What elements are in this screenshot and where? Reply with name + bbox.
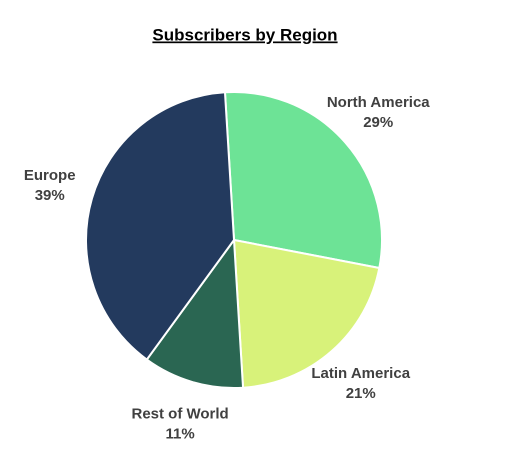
pie-slice xyxy=(85,91,236,361)
chart-title: Subscribers by Region xyxy=(152,25,337,44)
slice-value-label: 29% xyxy=(363,114,393,131)
slice-label: North America xyxy=(327,94,430,111)
slice-label: Latin America xyxy=(311,365,410,382)
pie-slice xyxy=(232,238,381,389)
slice-label: Europe xyxy=(24,167,76,184)
pie-slice xyxy=(145,237,245,389)
slice-value-label: 39% xyxy=(35,187,65,204)
pie-slice xyxy=(223,91,383,270)
slice-label: Rest of World xyxy=(131,405,228,422)
slice-value-label: 11% xyxy=(166,425,195,442)
slice-value-label: 21% xyxy=(346,385,376,402)
